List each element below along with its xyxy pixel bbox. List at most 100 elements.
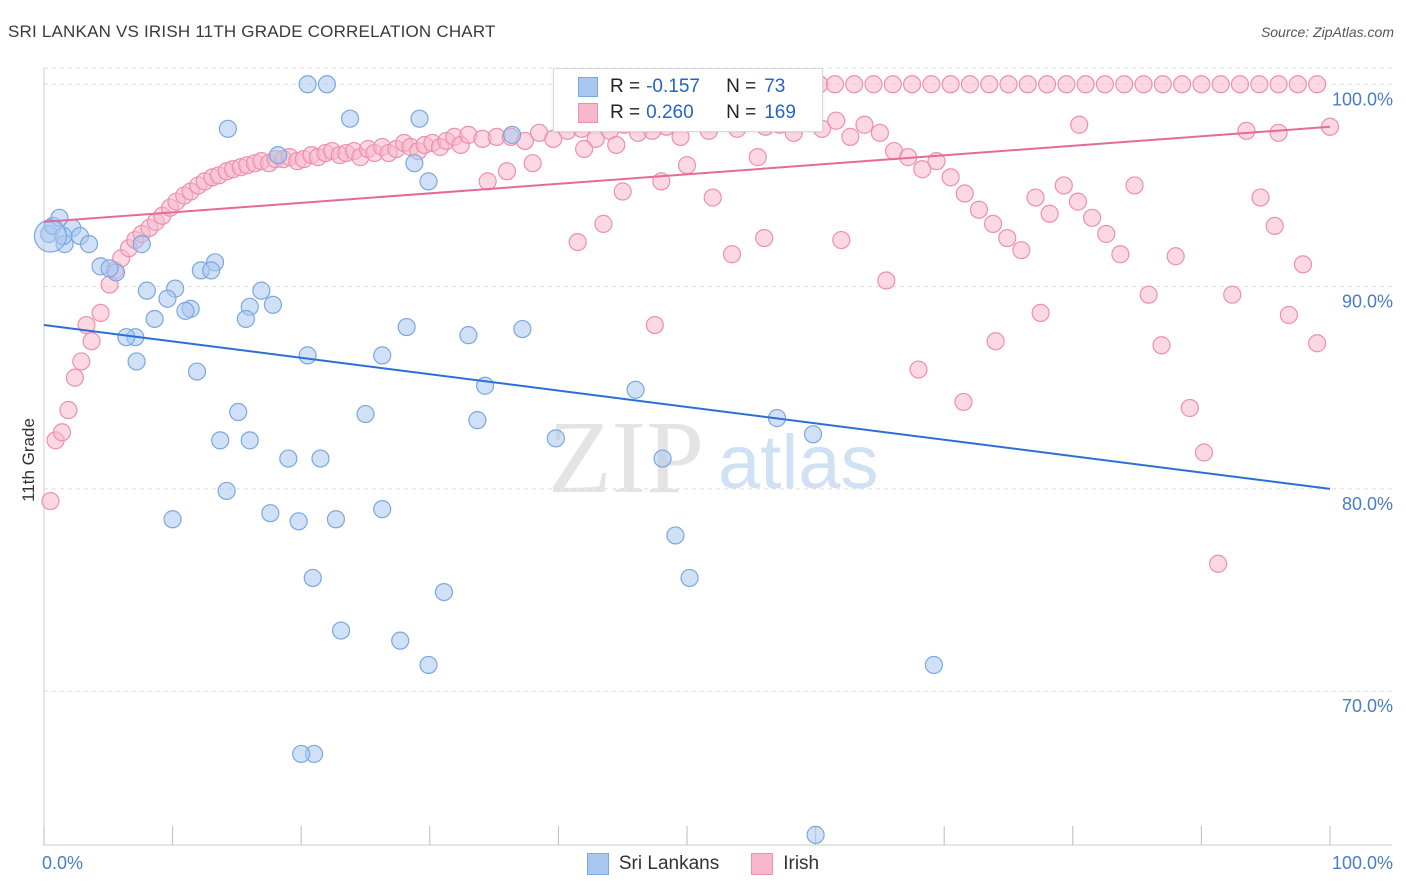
- sri-lankans-point: [405, 154, 424, 173]
- irish-point: [497, 162, 517, 181]
- sri-lankans-point: [158, 289, 177, 308]
- sri-lankans-point: [218, 119, 237, 138]
- y-tick-label: 100.0%: [1332, 89, 1393, 109]
- irish-point: [1125, 176, 1144, 195]
- irish-point: [983, 214, 1003, 233]
- sri-lankans-point: [240, 431, 259, 450]
- irish-point: [941, 168, 960, 187]
- legend-label: Sri Lankans: [618, 853, 720, 874]
- irish-point: [1070, 115, 1089, 134]
- sri-lankans-point: [145, 309, 164, 329]
- irish-point: [1095, 75, 1115, 94]
- sri-lankans-point: [163, 510, 182, 529]
- watermark-zip: ZIP: [548, 400, 704, 515]
- sri-lankans-point: [211, 431, 230, 450]
- legend-n-value: 73: [764, 76, 786, 97]
- sri-lankans-point: [331, 621, 351, 640]
- legend-swatch-pink: [751, 853, 774, 875]
- irish-point: [1237, 121, 1256, 140]
- legend-row-irish: R = 0.260 N = 169: [578, 101, 796, 125]
- sri-lankans-point: [100, 259, 119, 278]
- irish-point: [1223, 285, 1242, 304]
- legend-n-label: N =: [726, 76, 757, 97]
- sri-lankans-point: [803, 425, 823, 444]
- sri-lankans-point: [410, 109, 429, 128]
- sri-lankans-point: [326, 510, 346, 529]
- irish-point: [1230, 75, 1250, 94]
- irish-point: [954, 392, 973, 412]
- legend-swatch-blue: [578, 77, 598, 97]
- irish-point: [568, 232, 587, 252]
- y-axis-label: 11th Grade: [19, 418, 38, 502]
- legend-swatch-blue: [586, 853, 609, 875]
- y-tick-label: 70.0%: [1342, 696, 1393, 716]
- irish-point: [1037, 75, 1057, 94]
- irish-point: [607, 135, 626, 155]
- irish-point: [82, 332, 101, 351]
- irish-point: [855, 115, 874, 134]
- sri-lankans-point-large: [33, 219, 68, 253]
- legend-item-irish[interactable]: Irish: [751, 853, 819, 875]
- irish-point: [1269, 123, 1288, 142]
- sri-lankans-point: [653, 449, 672, 468]
- irish-point: [1026, 188, 1045, 207]
- irish-point: [845, 75, 864, 94]
- irish-point: [72, 352, 91, 371]
- irish-point: [832, 230, 851, 250]
- irish-point: [1279, 305, 1298, 325]
- sri-lankans-point: [202, 261, 221, 280]
- sri-lankans-point: [666, 526, 685, 545]
- sri-lankans-point: [503, 125, 522, 144]
- irish-point: [478, 172, 497, 191]
- irish-point: [1139, 285, 1158, 304]
- irish-point: [59, 400, 78, 420]
- irish-point: [998, 228, 1017, 248]
- irish-point: [613, 182, 632, 201]
- irish-point: [1211, 75, 1230, 94]
- irish-point: [1180, 398, 1199, 418]
- legend-r-value: -0.157: [646, 76, 700, 97]
- legend-n-value: 169: [764, 102, 796, 123]
- sri-lankans-point: [373, 500, 392, 519]
- legend-n-label: N =: [726, 102, 757, 123]
- irish-point: [1040, 204, 1059, 223]
- sri-lankans-point: [806, 825, 825, 844]
- irish-point: [1308, 75, 1327, 94]
- sri-lankans-point: [289, 512, 308, 531]
- sri-lankans-point: [79, 235, 99, 254]
- legend-item-sri-lankans[interactable]: Sri Lankans: [586, 853, 720, 875]
- irish-point: [1194, 443, 1214, 462]
- irish-point: [575, 139, 594, 159]
- sri-lankans-point: [298, 75, 317, 94]
- irish-point: [645, 315, 664, 335]
- source-credit: Source: ZipAtlas.com: [1260, 24, 1394, 40]
- sri-lankans-point: [419, 172, 438, 191]
- sri-lankans-point: [468, 411, 487, 430]
- legend-swatch-pink: [578, 103, 598, 123]
- irish-point: [1308, 334, 1327, 353]
- irish-point: [1054, 176, 1073, 195]
- irish-point: [870, 123, 890, 142]
- irish-point: [1173, 75, 1192, 94]
- sri-lankans-point: [434, 583, 454, 602]
- sri-lankans-point: [187, 362, 207, 381]
- sri-lankans-point: [356, 404, 375, 424]
- irish-point: [1057, 75, 1076, 94]
- sri-lankans-point: [176, 301, 195, 320]
- sri-lankans-point: [132, 235, 151, 254]
- irish-point: [748, 148, 767, 167]
- trend-line-irish: [43, 125, 1331, 223]
- irish-point: [922, 75, 941, 94]
- series-legend: Sri Lankans Irish: [0, 850, 1406, 878]
- sri-lankans-point: [626, 380, 645, 399]
- axes: [43, 68, 1392, 846]
- sri-lankans-point: [373, 346, 392, 365]
- y-tick-label: 90.0%: [1342, 292, 1393, 312]
- irish-point: [999, 75, 1018, 94]
- irish-point: [1251, 188, 1270, 207]
- irish-point: [1097, 224, 1116, 244]
- sri-lankans-point: [303, 568, 322, 588]
- irish-point: [755, 228, 774, 248]
- x-tick-labels: 0.0% 100.0%: [42, 853, 1393, 873]
- legend-row-sri-lankans: R = -0.157 N = 73: [578, 75, 785, 99]
